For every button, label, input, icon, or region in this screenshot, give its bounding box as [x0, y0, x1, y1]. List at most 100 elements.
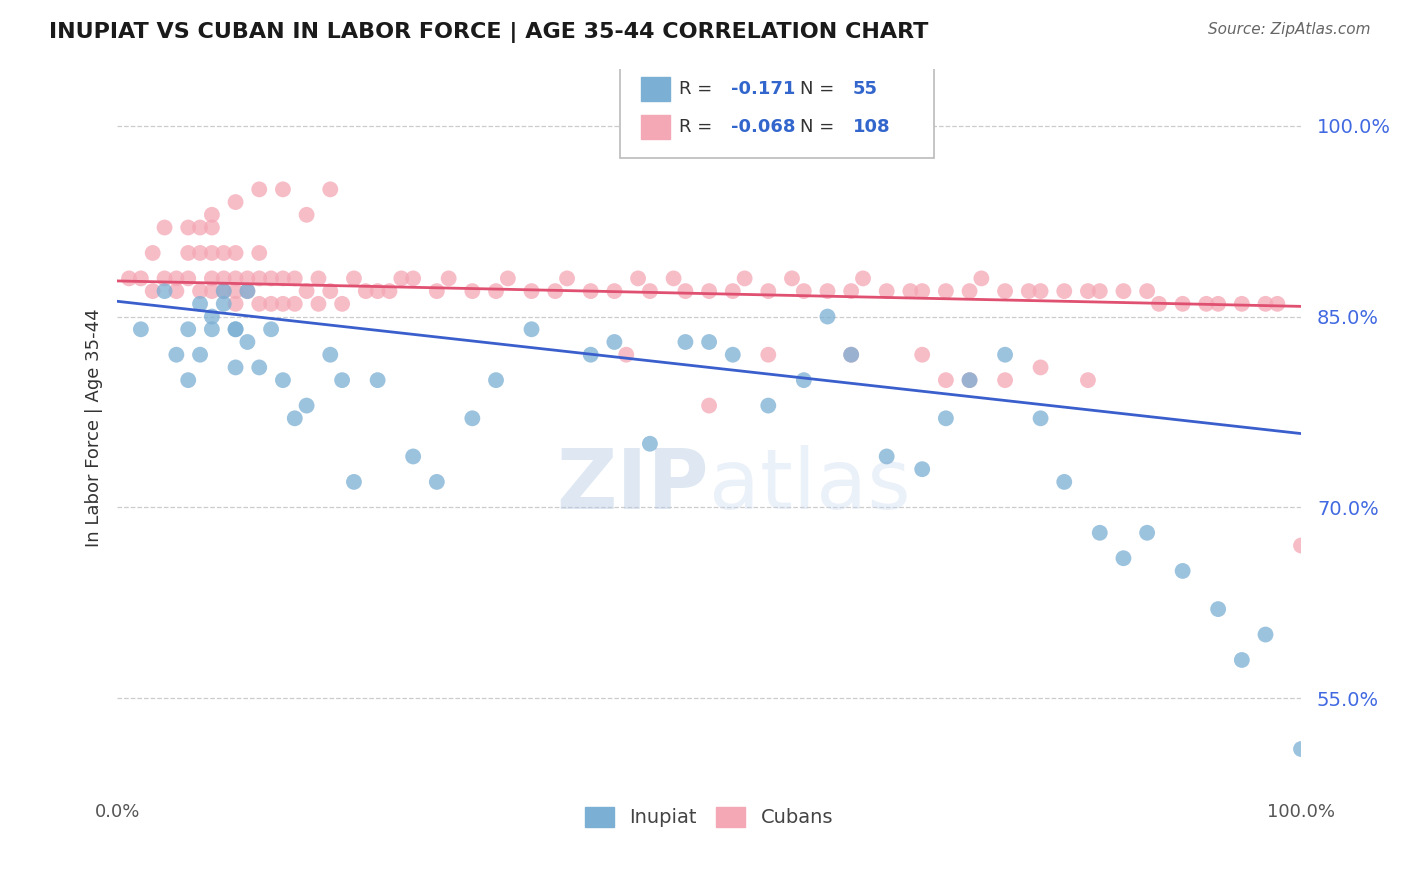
Point — [734, 271, 756, 285]
Point — [201, 220, 224, 235]
Point — [721, 284, 744, 298]
FancyBboxPatch shape — [620, 58, 934, 159]
Point — [898, 284, 921, 298]
Point — [994, 284, 1017, 298]
Point — [579, 284, 602, 298]
Point — [1254, 297, 1277, 311]
Point — [876, 450, 898, 464]
Point — [1206, 602, 1229, 616]
Point — [697, 399, 720, 413]
Point — [153, 284, 176, 298]
Point — [271, 182, 294, 196]
Point — [153, 220, 176, 235]
Point — [614, 348, 637, 362]
Point — [225, 271, 247, 285]
Point — [165, 284, 187, 298]
Point — [236, 334, 259, 349]
Point — [485, 284, 508, 298]
Point — [675, 334, 697, 349]
Point — [994, 373, 1017, 387]
Point — [165, 348, 187, 362]
Point — [959, 373, 981, 387]
Point — [225, 322, 247, 336]
Point — [225, 284, 247, 298]
Point — [662, 271, 685, 285]
Point — [1171, 297, 1194, 311]
Point — [402, 271, 425, 285]
Point — [911, 284, 934, 298]
Point — [555, 271, 578, 285]
Point — [780, 271, 803, 285]
Text: atlas: atlas — [709, 445, 911, 526]
Point — [817, 284, 839, 298]
Point — [295, 399, 318, 413]
Point — [260, 322, 283, 336]
Point — [627, 271, 650, 285]
Point — [1088, 525, 1111, 540]
Point — [142, 284, 165, 298]
Point — [201, 271, 224, 285]
Point — [307, 297, 329, 311]
Point — [1077, 284, 1099, 298]
Point — [212, 271, 235, 285]
Point — [236, 284, 259, 298]
Point — [959, 373, 981, 387]
Point — [260, 271, 283, 285]
Point — [1112, 284, 1135, 298]
Point — [201, 284, 224, 298]
Point — [212, 284, 235, 298]
Point — [129, 322, 152, 336]
Point — [389, 271, 412, 285]
Point — [1230, 297, 1253, 311]
Point — [177, 271, 200, 285]
Point — [461, 284, 484, 298]
Point — [378, 284, 401, 298]
Text: R =: R = — [679, 80, 717, 98]
Point — [959, 284, 981, 298]
Point — [817, 310, 839, 324]
Point — [225, 322, 247, 336]
Point — [603, 284, 626, 298]
Legend: Inupiat, Cubans: Inupiat, Cubans — [576, 799, 841, 835]
Point — [225, 297, 247, 311]
Point — [603, 334, 626, 349]
Point — [319, 348, 342, 362]
Point — [935, 284, 957, 298]
Point — [153, 271, 176, 285]
Text: -0.068: -0.068 — [731, 118, 796, 136]
Text: -0.171: -0.171 — [731, 80, 796, 98]
Point — [1289, 539, 1312, 553]
Point — [935, 411, 957, 425]
Point — [201, 208, 224, 222]
Text: INUPIAT VS CUBAN IN LABOR FORCE | AGE 35-44 CORRELATION CHART: INUPIAT VS CUBAN IN LABOR FORCE | AGE 35… — [49, 22, 928, 44]
Point — [177, 373, 200, 387]
Point — [177, 322, 200, 336]
Point — [247, 360, 270, 375]
Point — [994, 348, 1017, 362]
Point — [188, 348, 211, 362]
Point — [426, 284, 449, 298]
Point — [1289, 742, 1312, 756]
Point — [129, 271, 152, 285]
Text: Source: ZipAtlas.com: Source: ZipAtlas.com — [1208, 22, 1371, 37]
Point — [1088, 284, 1111, 298]
Point — [295, 284, 318, 298]
Point — [284, 271, 307, 285]
Text: 108: 108 — [852, 118, 890, 136]
Text: ZIP: ZIP — [557, 445, 709, 526]
Point — [330, 297, 353, 311]
Point — [295, 208, 318, 222]
Point — [142, 246, 165, 260]
Point — [1029, 360, 1052, 375]
Point — [367, 373, 389, 387]
Point — [284, 411, 307, 425]
Point — [307, 271, 329, 285]
Point — [236, 284, 259, 298]
Point — [225, 360, 247, 375]
Point — [1267, 297, 1289, 311]
Point — [1029, 284, 1052, 298]
Point — [638, 436, 661, 450]
Point — [1230, 653, 1253, 667]
Point — [793, 373, 815, 387]
Point — [839, 284, 862, 298]
